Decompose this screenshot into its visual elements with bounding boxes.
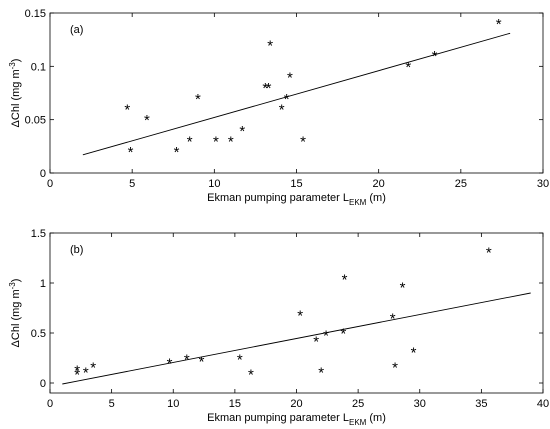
x-axis-label: Ekman pumping parameter LEKM (m) bbox=[207, 192, 386, 207]
y-tick-label: 0.15 bbox=[25, 8, 46, 20]
x-tick-label: 10 bbox=[167, 398, 179, 410]
data-point: * bbox=[187, 134, 193, 151]
data-point: * bbox=[213, 134, 219, 151]
data-point: * bbox=[184, 352, 190, 369]
data-point: * bbox=[392, 360, 398, 377]
x-tick-label: 40 bbox=[537, 398, 549, 410]
data-point: * bbox=[323, 328, 329, 345]
data-point: * bbox=[342, 272, 348, 289]
data-point: * bbox=[400, 280, 406, 297]
data-point: * bbox=[284, 91, 290, 108]
y-axis-label: ΔChl (mg m-3) bbox=[8, 59, 22, 128]
data-point: * bbox=[287, 70, 293, 87]
x-tick-label: 15 bbox=[229, 398, 241, 410]
y-axis-label: ΔChl (mg m-3) bbox=[8, 279, 22, 348]
x-tick-label: 20 bbox=[373, 178, 385, 190]
data-point: * bbox=[83, 365, 89, 382]
y-tick-label: 0 bbox=[40, 168, 46, 180]
x-axis-label: Ekman pumping parameter LEKM (m) bbox=[207, 412, 386, 427]
fit-line bbox=[62, 292, 531, 385]
data-point: * bbox=[262, 80, 268, 97]
panel-label: (a) bbox=[70, 24, 83, 36]
plot-frame bbox=[49, 12, 544, 174]
data-point: * bbox=[228, 134, 234, 151]
data-point: * bbox=[237, 352, 243, 369]
panel-label: (b) bbox=[70, 244, 83, 256]
x-tick-label: 0 bbox=[47, 398, 53, 410]
data-point: * bbox=[174, 144, 180, 161]
data-point: * bbox=[390, 311, 396, 328]
data-point: * bbox=[248, 367, 254, 384]
data-point: * bbox=[267, 38, 273, 55]
x-tick-label: 35 bbox=[475, 398, 487, 410]
data-point: * bbox=[167, 356, 173, 373]
chart-panel-2: 0 5 10 15 20 25 30 35 40 0 0.5 1 1.5 Ekman pumping pa… bbox=[8, 228, 549, 427]
data-point: * bbox=[279, 102, 285, 119]
data-point: * bbox=[313, 334, 319, 351]
data-point: * bbox=[486, 245, 492, 262]
x-tick-label: 5 bbox=[109, 398, 115, 410]
x-tick-label: 25 bbox=[352, 398, 364, 410]
data-point: * bbox=[297, 308, 303, 325]
data-point: * bbox=[90, 360, 96, 377]
y-tick-label: 0.05 bbox=[25, 115, 46, 127]
data-point: * bbox=[318, 365, 324, 382]
x-tick-label: 15 bbox=[290, 178, 302, 190]
x-tick-label: 25 bbox=[455, 178, 467, 190]
x-tick-label: 0 bbox=[47, 178, 53, 190]
data-point: * bbox=[74, 367, 80, 384]
data-point: * bbox=[195, 91, 201, 108]
y-tick-label: 0 bbox=[40, 378, 46, 390]
x-tick-label: 30 bbox=[537, 178, 549, 190]
y-tick-label: 0.5 bbox=[31, 328, 46, 340]
x-tick-label: 5 bbox=[129, 178, 135, 190]
x-tick-label: 10 bbox=[208, 178, 220, 190]
x-tick-label: 20 bbox=[290, 398, 302, 410]
data-point: * bbox=[496, 16, 502, 33]
data-point: * bbox=[128, 144, 134, 161]
data-point: * bbox=[411, 345, 417, 362]
x-tick-label: 30 bbox=[414, 398, 426, 410]
data-point: * bbox=[74, 363, 80, 380]
data-point: * bbox=[405, 59, 411, 76]
data-point: * bbox=[199, 354, 205, 371]
data-point: * bbox=[300, 134, 306, 151]
data-point: * bbox=[432, 48, 438, 65]
y-tick-label: 1 bbox=[40, 278, 46, 290]
data-point: * bbox=[266, 80, 272, 97]
data-point: * bbox=[124, 102, 130, 119]
y-tick-label: 1.5 bbox=[31, 228, 46, 240]
data-point: * bbox=[239, 123, 245, 140]
data-point: * bbox=[340, 326, 346, 343]
y-tick-label: 0.1 bbox=[31, 61, 46, 73]
chart-panel-1: 0 5 10 15 20 25 30 0 0.05 0.1 0.15 Ekman pumping pa… bbox=[8, 8, 549, 207]
fit-line bbox=[82, 32, 511, 156]
data-point: * bbox=[144, 112, 150, 129]
